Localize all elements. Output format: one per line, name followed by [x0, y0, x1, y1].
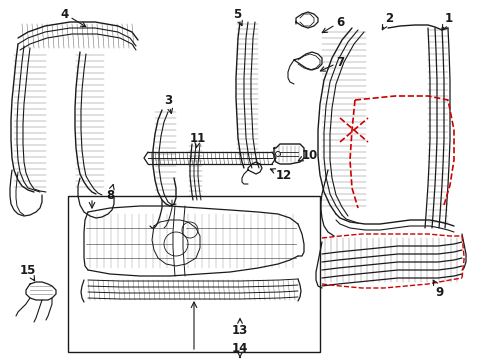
Text: 2: 2	[382, 12, 392, 30]
Text: 9: 9	[432, 280, 443, 298]
Text: 1: 1	[442, 12, 452, 30]
Text: 3: 3	[163, 94, 172, 113]
Text: 10: 10	[298, 149, 318, 162]
Text: 4: 4	[61, 8, 85, 27]
Bar	[68, 196, 319, 352]
Text: 15: 15	[20, 264, 36, 281]
Text: 13: 13	[231, 319, 247, 337]
Text: 12: 12	[270, 168, 291, 181]
Text: 8: 8	[106, 185, 114, 202]
Text: 6: 6	[322, 15, 344, 33]
Text: 11: 11	[189, 131, 206, 148]
Text: 5: 5	[232, 8, 242, 26]
Text: 7: 7	[320, 55, 344, 71]
Text: 14: 14	[231, 342, 248, 357]
